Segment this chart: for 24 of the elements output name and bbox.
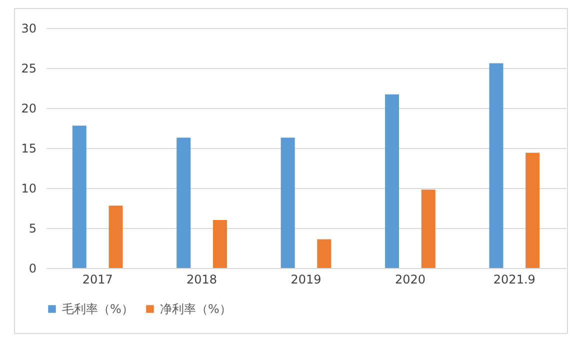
y-tick-label: 5 (28, 222, 36, 236)
x-tick-label: 2018 (186, 272, 218, 286)
bar (72, 126, 86, 268)
legend-label: 毛利率（%） (62, 302, 134, 316)
bar (489, 63, 504, 268)
bar (317, 239, 332, 268)
bar (176, 138, 191, 268)
bar (526, 152, 540, 268)
y-tick-label: 30 (21, 22, 36, 36)
y-tick-label: 25 (21, 62, 36, 76)
bar (280, 138, 295, 268)
x-tick-label: 2019 (290, 272, 322, 286)
bar (421, 190, 436, 268)
y-tick-label: 10 (21, 182, 36, 196)
y-tick-label: 15 (21, 142, 36, 156)
x-tick-label: 2017 (82, 272, 113, 286)
x-tick-label: 2021.9 (493, 272, 536, 286)
y-tick-label: 0 (28, 262, 36, 276)
y-tick-label: 20 (21, 102, 36, 116)
legend-label: 净利率（%） (160, 302, 232, 316)
bar (385, 94, 400, 268)
bar (108, 206, 123, 268)
x-tick-label: 2020 (394, 272, 426, 286)
bar (212, 220, 227, 268)
